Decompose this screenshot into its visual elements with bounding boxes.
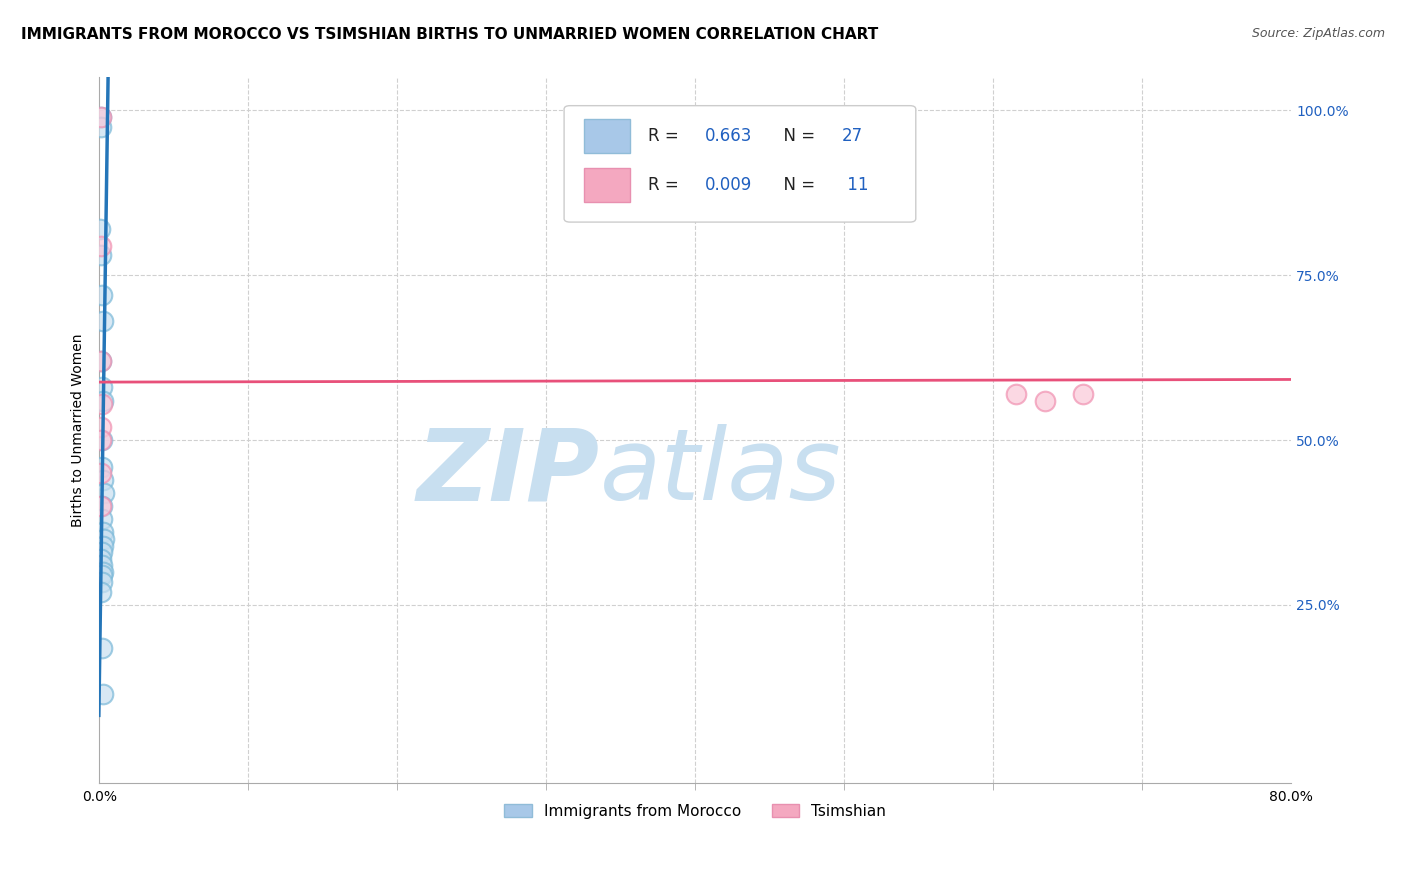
Point xyxy=(91,512,114,526)
Text: 0.663: 0.663 xyxy=(704,127,752,145)
Point xyxy=(91,539,114,553)
Point xyxy=(89,222,111,236)
Point xyxy=(1071,387,1094,401)
Point xyxy=(91,288,114,302)
Point xyxy=(90,354,112,368)
Point xyxy=(90,354,112,368)
Point xyxy=(91,525,114,540)
FancyBboxPatch shape xyxy=(585,169,630,202)
Point xyxy=(90,110,112,124)
Point xyxy=(1035,393,1057,408)
Point xyxy=(91,459,114,474)
Text: atlas: atlas xyxy=(600,424,841,521)
Point xyxy=(91,499,114,513)
Point xyxy=(90,551,112,566)
Text: N =: N = xyxy=(773,127,820,145)
Text: R =: R = xyxy=(648,127,683,145)
Text: 0.009: 0.009 xyxy=(704,177,752,194)
Point xyxy=(93,532,115,546)
Point xyxy=(90,499,112,513)
Point xyxy=(90,238,112,252)
Point xyxy=(90,397,112,411)
Text: ZIP: ZIP xyxy=(416,424,600,521)
Text: 11: 11 xyxy=(842,177,869,194)
Point xyxy=(90,466,112,480)
Text: Source: ZipAtlas.com: Source: ZipAtlas.com xyxy=(1251,27,1385,40)
Point xyxy=(91,393,114,408)
Point xyxy=(1004,387,1026,401)
Point xyxy=(90,420,112,434)
Point xyxy=(91,568,114,582)
Point xyxy=(91,473,114,487)
Point xyxy=(90,110,112,124)
Point xyxy=(90,248,112,262)
Text: R =: R = xyxy=(648,177,683,194)
Point xyxy=(93,486,115,500)
Point xyxy=(90,120,112,134)
Text: IMMIGRANTS FROM MOROCCO VS TSIMSHIAN BIRTHS TO UNMARRIED WOMEN CORRELATION CHART: IMMIGRANTS FROM MOROCCO VS TSIMSHIAN BIR… xyxy=(21,27,879,42)
Point xyxy=(90,433,112,447)
Point xyxy=(91,314,114,328)
Point xyxy=(91,565,114,579)
Point xyxy=(91,545,114,559)
Text: 27: 27 xyxy=(842,127,863,145)
FancyBboxPatch shape xyxy=(585,119,630,153)
Point xyxy=(91,558,114,573)
Point xyxy=(91,433,114,447)
Point xyxy=(91,687,114,701)
Legend: Immigrants from Morocco, Tsimshian: Immigrants from Morocco, Tsimshian xyxy=(498,797,893,825)
Point xyxy=(91,380,114,394)
Point xyxy=(90,584,112,599)
Point xyxy=(91,574,114,589)
FancyBboxPatch shape xyxy=(564,105,915,222)
Point xyxy=(91,640,114,655)
Y-axis label: Births to Unmarried Women: Births to Unmarried Women xyxy=(72,334,86,527)
Text: N =: N = xyxy=(773,177,820,194)
